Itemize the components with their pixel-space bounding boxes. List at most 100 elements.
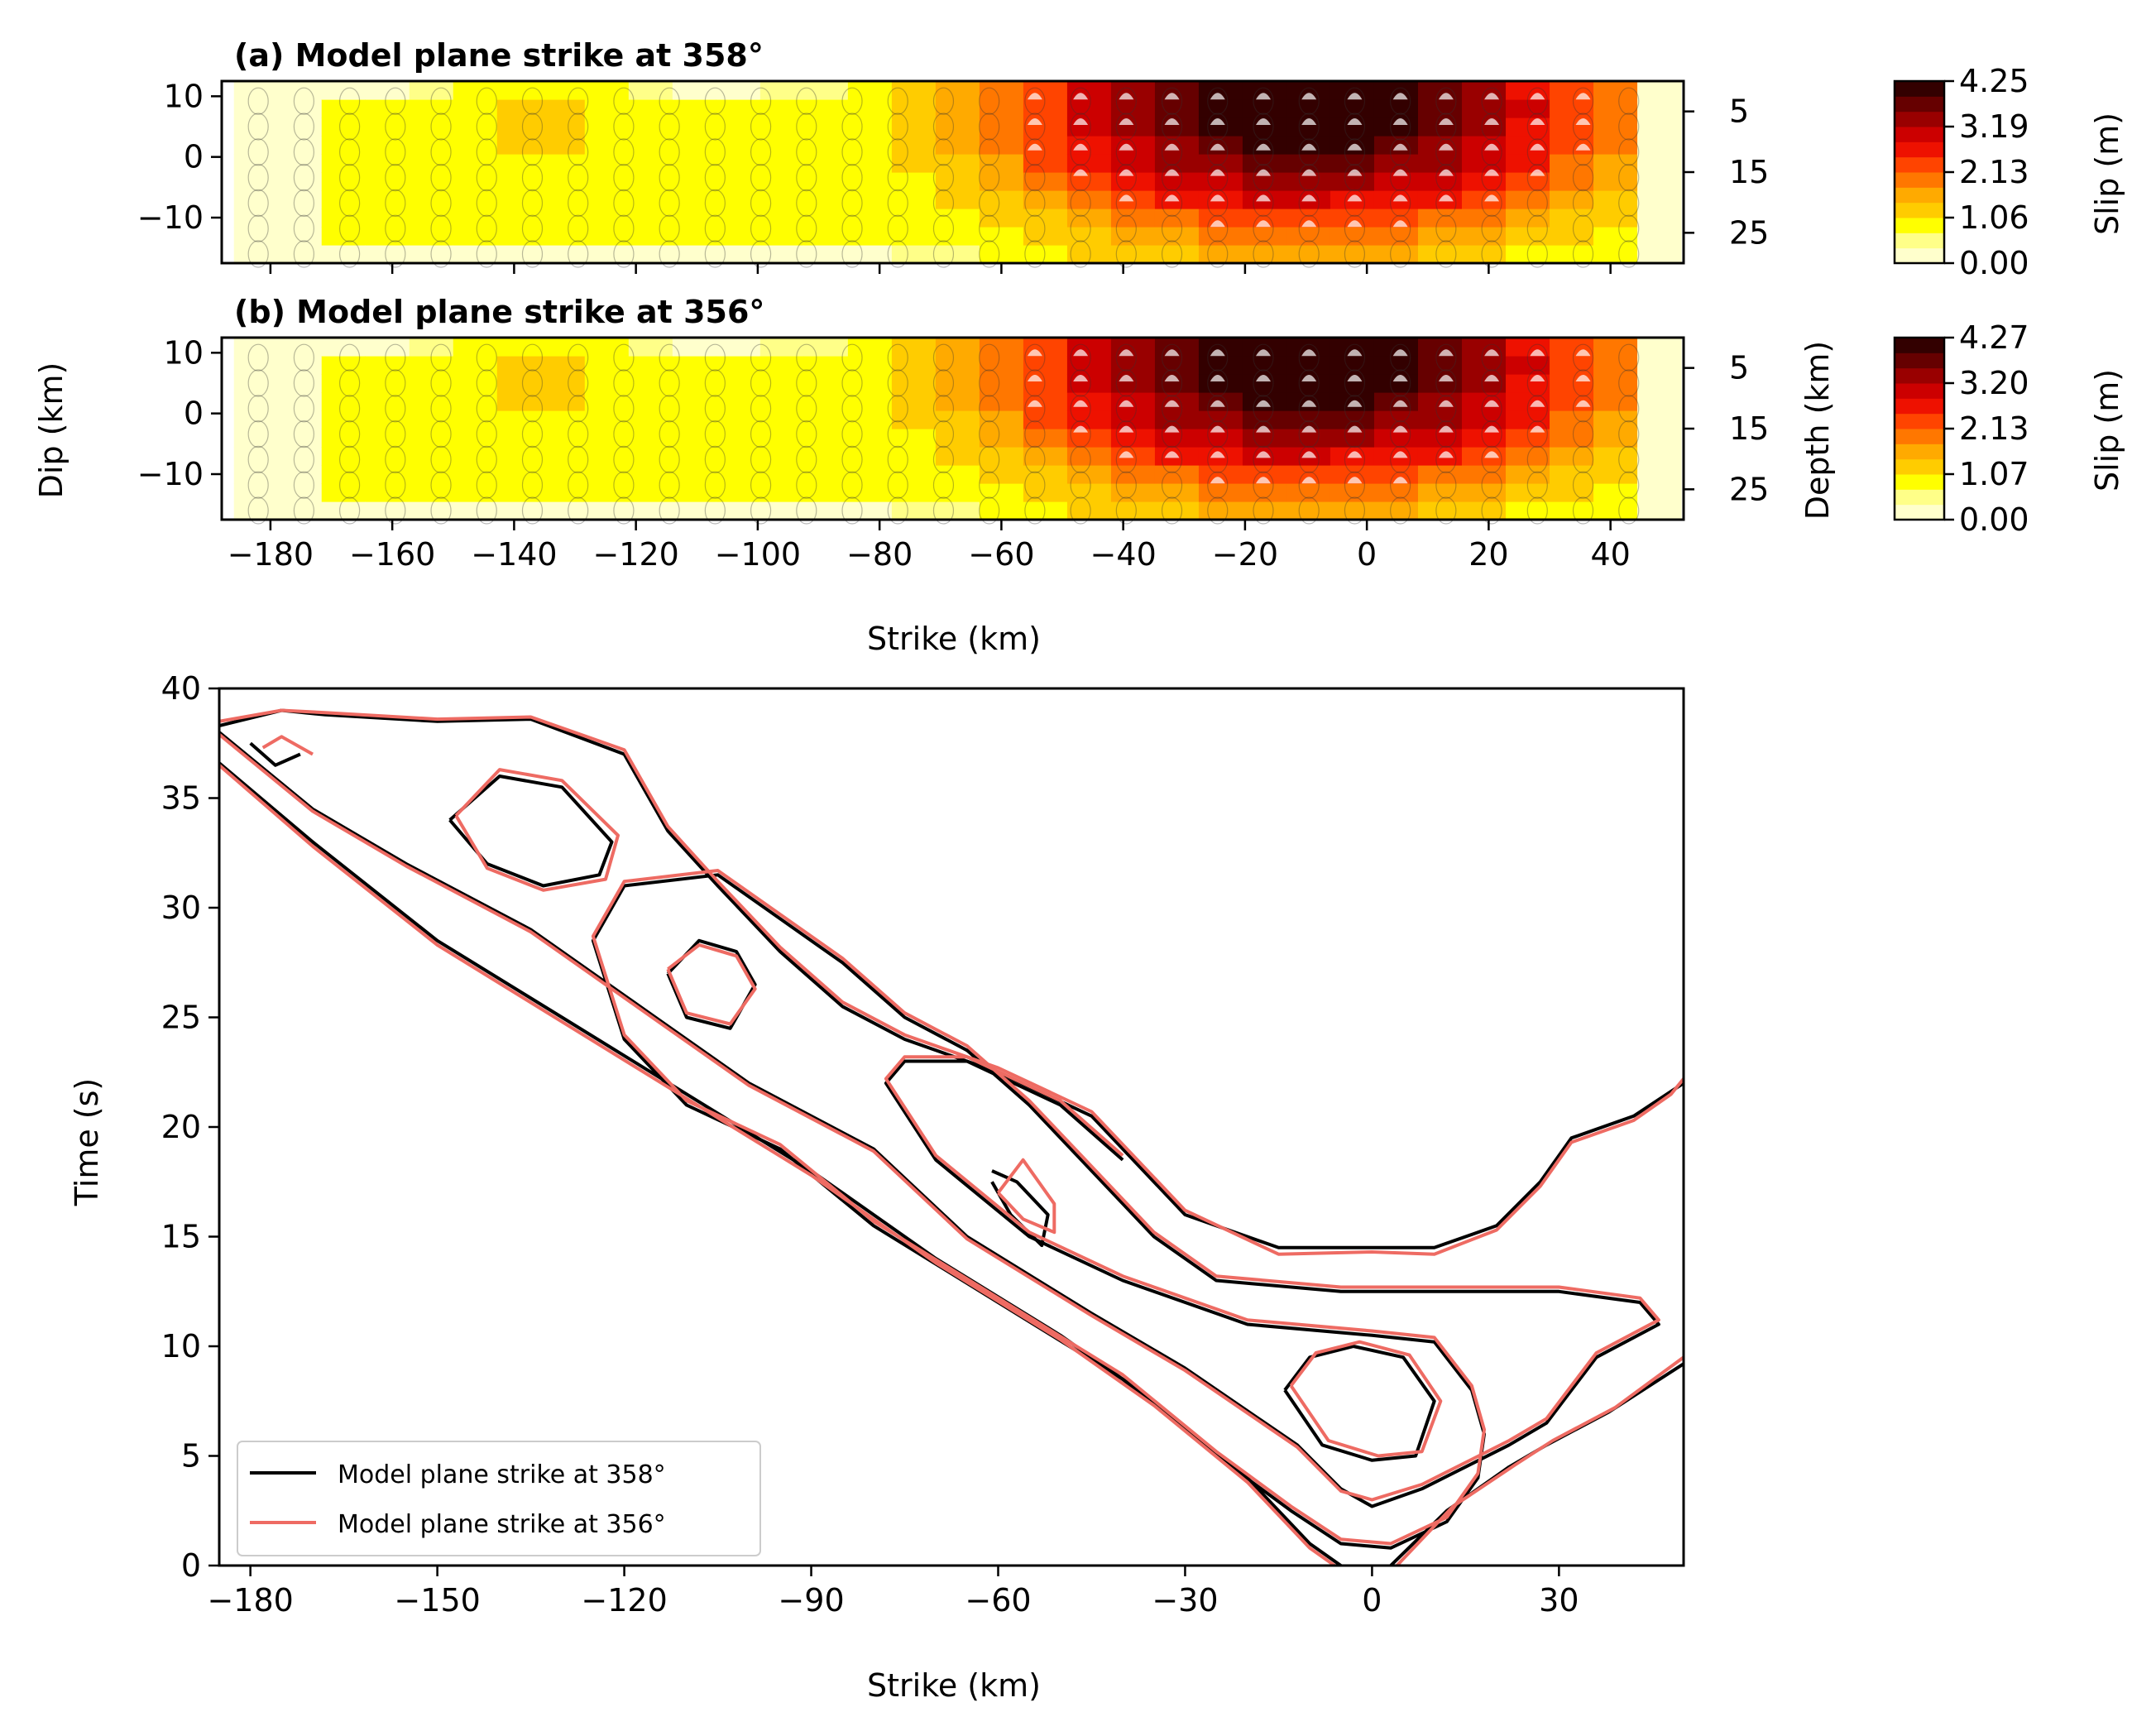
- focal-mechanism-lobe: [1255, 477, 1271, 484]
- focal-mechanism: [1298, 420, 1320, 448]
- slip-cell: [891, 154, 937, 173]
- focal-mechanism: [841, 189, 863, 217]
- slip-cell: [1066, 447, 1112, 466]
- focal-mechanism: [887, 164, 908, 192]
- slip-cell: [979, 338, 1024, 357]
- focal-mechanism: [1161, 240, 1183, 268]
- focal-mechanism: [1070, 496, 1091, 525]
- focal-mechanism: [476, 214, 497, 242]
- slip-cell: [1506, 154, 1550, 173]
- focal-mechanism: [750, 395, 772, 423]
- focal-mechanism: [1435, 113, 1457, 141]
- slip-cell: [409, 447, 454, 466]
- slip-cell: [1506, 501, 1550, 520]
- focal-mechanism: [293, 395, 314, 423]
- slip-cell: [1110, 154, 1156, 173]
- slip-cell: [409, 356, 454, 375]
- focal-mechanism: [1526, 369, 1548, 397]
- focal-mechanism: [704, 138, 726, 166]
- slip-cell: [1066, 99, 1112, 118]
- focal-mechanism: [750, 189, 772, 217]
- slip-cell: [1110, 501, 1156, 520]
- slip-cell: [1462, 338, 1507, 357]
- focal-mechanism: [339, 343, 361, 372]
- focal-mechanism: [887, 395, 908, 423]
- focal-mechanism: [1161, 214, 1183, 242]
- slip-cell: [1373, 338, 1419, 357]
- slip-cell: [759, 136, 805, 155]
- focal-mechanism: [1572, 240, 1594, 268]
- depth-tick-label: 25: [1729, 214, 1769, 251]
- focal-mechanism: [932, 113, 955, 141]
- focal-mechanism-lobe: [1347, 400, 1363, 407]
- slip-cell: [1506, 99, 1550, 118]
- y-tick-label: 30: [161, 890, 201, 926]
- focal-mechanism: [841, 240, 863, 268]
- slip-cell: [935, 172, 980, 191]
- slip-cell: [1023, 190, 1068, 209]
- slip-cell: [1286, 356, 1331, 375]
- focal-mechanism: [1526, 240, 1548, 268]
- slip-cell: [277, 338, 323, 357]
- focal-mechanism: [979, 471, 1000, 499]
- focal-mechanism: [568, 445, 589, 474]
- focal-mechanism: [1390, 343, 1411, 372]
- x-tick-label: −100: [715, 536, 801, 573]
- slip-cell: [1462, 136, 1507, 155]
- slip-cell: [1462, 209, 1507, 228]
- slip-cell: [1154, 374, 1200, 393]
- x-tick-label: −80: [846, 536, 913, 573]
- focal-mechanism-lobe: [1119, 169, 1134, 176]
- slip-cell: [847, 99, 893, 118]
- focal-mechanism: [385, 369, 406, 397]
- focal-mechanism-lobe: [1530, 375, 1545, 381]
- focal-mechanism: [247, 496, 269, 525]
- slip-cell: [365, 190, 410, 209]
- slip-cell: [935, 392, 980, 411]
- slip-cell: [628, 99, 673, 118]
- focal-mechanism: [339, 189, 361, 217]
- focal-mechanism: [247, 138, 269, 166]
- slip-cell: [1242, 172, 1287, 191]
- colorbar-segment: [1895, 127, 1944, 142]
- slip-cell: [496, 392, 542, 411]
- slip-cell: [496, 190, 542, 209]
- slip-cell: [1637, 338, 1682, 357]
- slip-cell: [1593, 410, 1638, 429]
- focal-mechanism: [476, 164, 497, 192]
- focal-mechanism: [476, 395, 497, 423]
- slip-cell: [1154, 172, 1200, 191]
- focal-mechanism: [430, 471, 452, 499]
- slip-cell: [1593, 154, 1638, 173]
- focal-mechanism: [1115, 496, 1137, 525]
- focal-mechanism-lobe: [1484, 400, 1500, 407]
- focal-mechanism: [1435, 445, 1457, 474]
- slip-cell: [1593, 465, 1638, 484]
- focal-mechanism: [1161, 87, 1183, 115]
- slip-cell: [847, 356, 893, 375]
- focal-mechanism: [385, 113, 406, 141]
- focal-mechanism: [887, 420, 908, 448]
- focal-mechanism: [1618, 113, 1640, 141]
- focal-mechanism: [659, 420, 680, 448]
- slip-cell: [716, 154, 761, 173]
- slip-cell: [584, 392, 630, 411]
- focal-mechanism: [568, 189, 589, 217]
- focal-mechanism: [1253, 420, 1274, 448]
- focal-mechanism: [1344, 471, 1366, 499]
- focal-mechanism: [1572, 369, 1594, 397]
- focal-mechanism: [1526, 214, 1548, 242]
- focal-mechanism: [750, 496, 772, 525]
- focal-mechanism: [1618, 369, 1640, 397]
- slip-cell: [716, 99, 761, 118]
- slip-cell: [1110, 447, 1156, 466]
- slip-cell: [496, 374, 542, 393]
- slip-cell: [628, 117, 673, 137]
- focal-mechanism-lobe: [1392, 118, 1408, 125]
- focal-mechanism: [385, 240, 406, 268]
- focal-mechanism: [932, 214, 955, 242]
- slip-cell: [409, 209, 454, 228]
- slip-cell: [409, 117, 454, 137]
- slip-cell: [1154, 429, 1200, 448]
- slip-cell: [1286, 501, 1331, 520]
